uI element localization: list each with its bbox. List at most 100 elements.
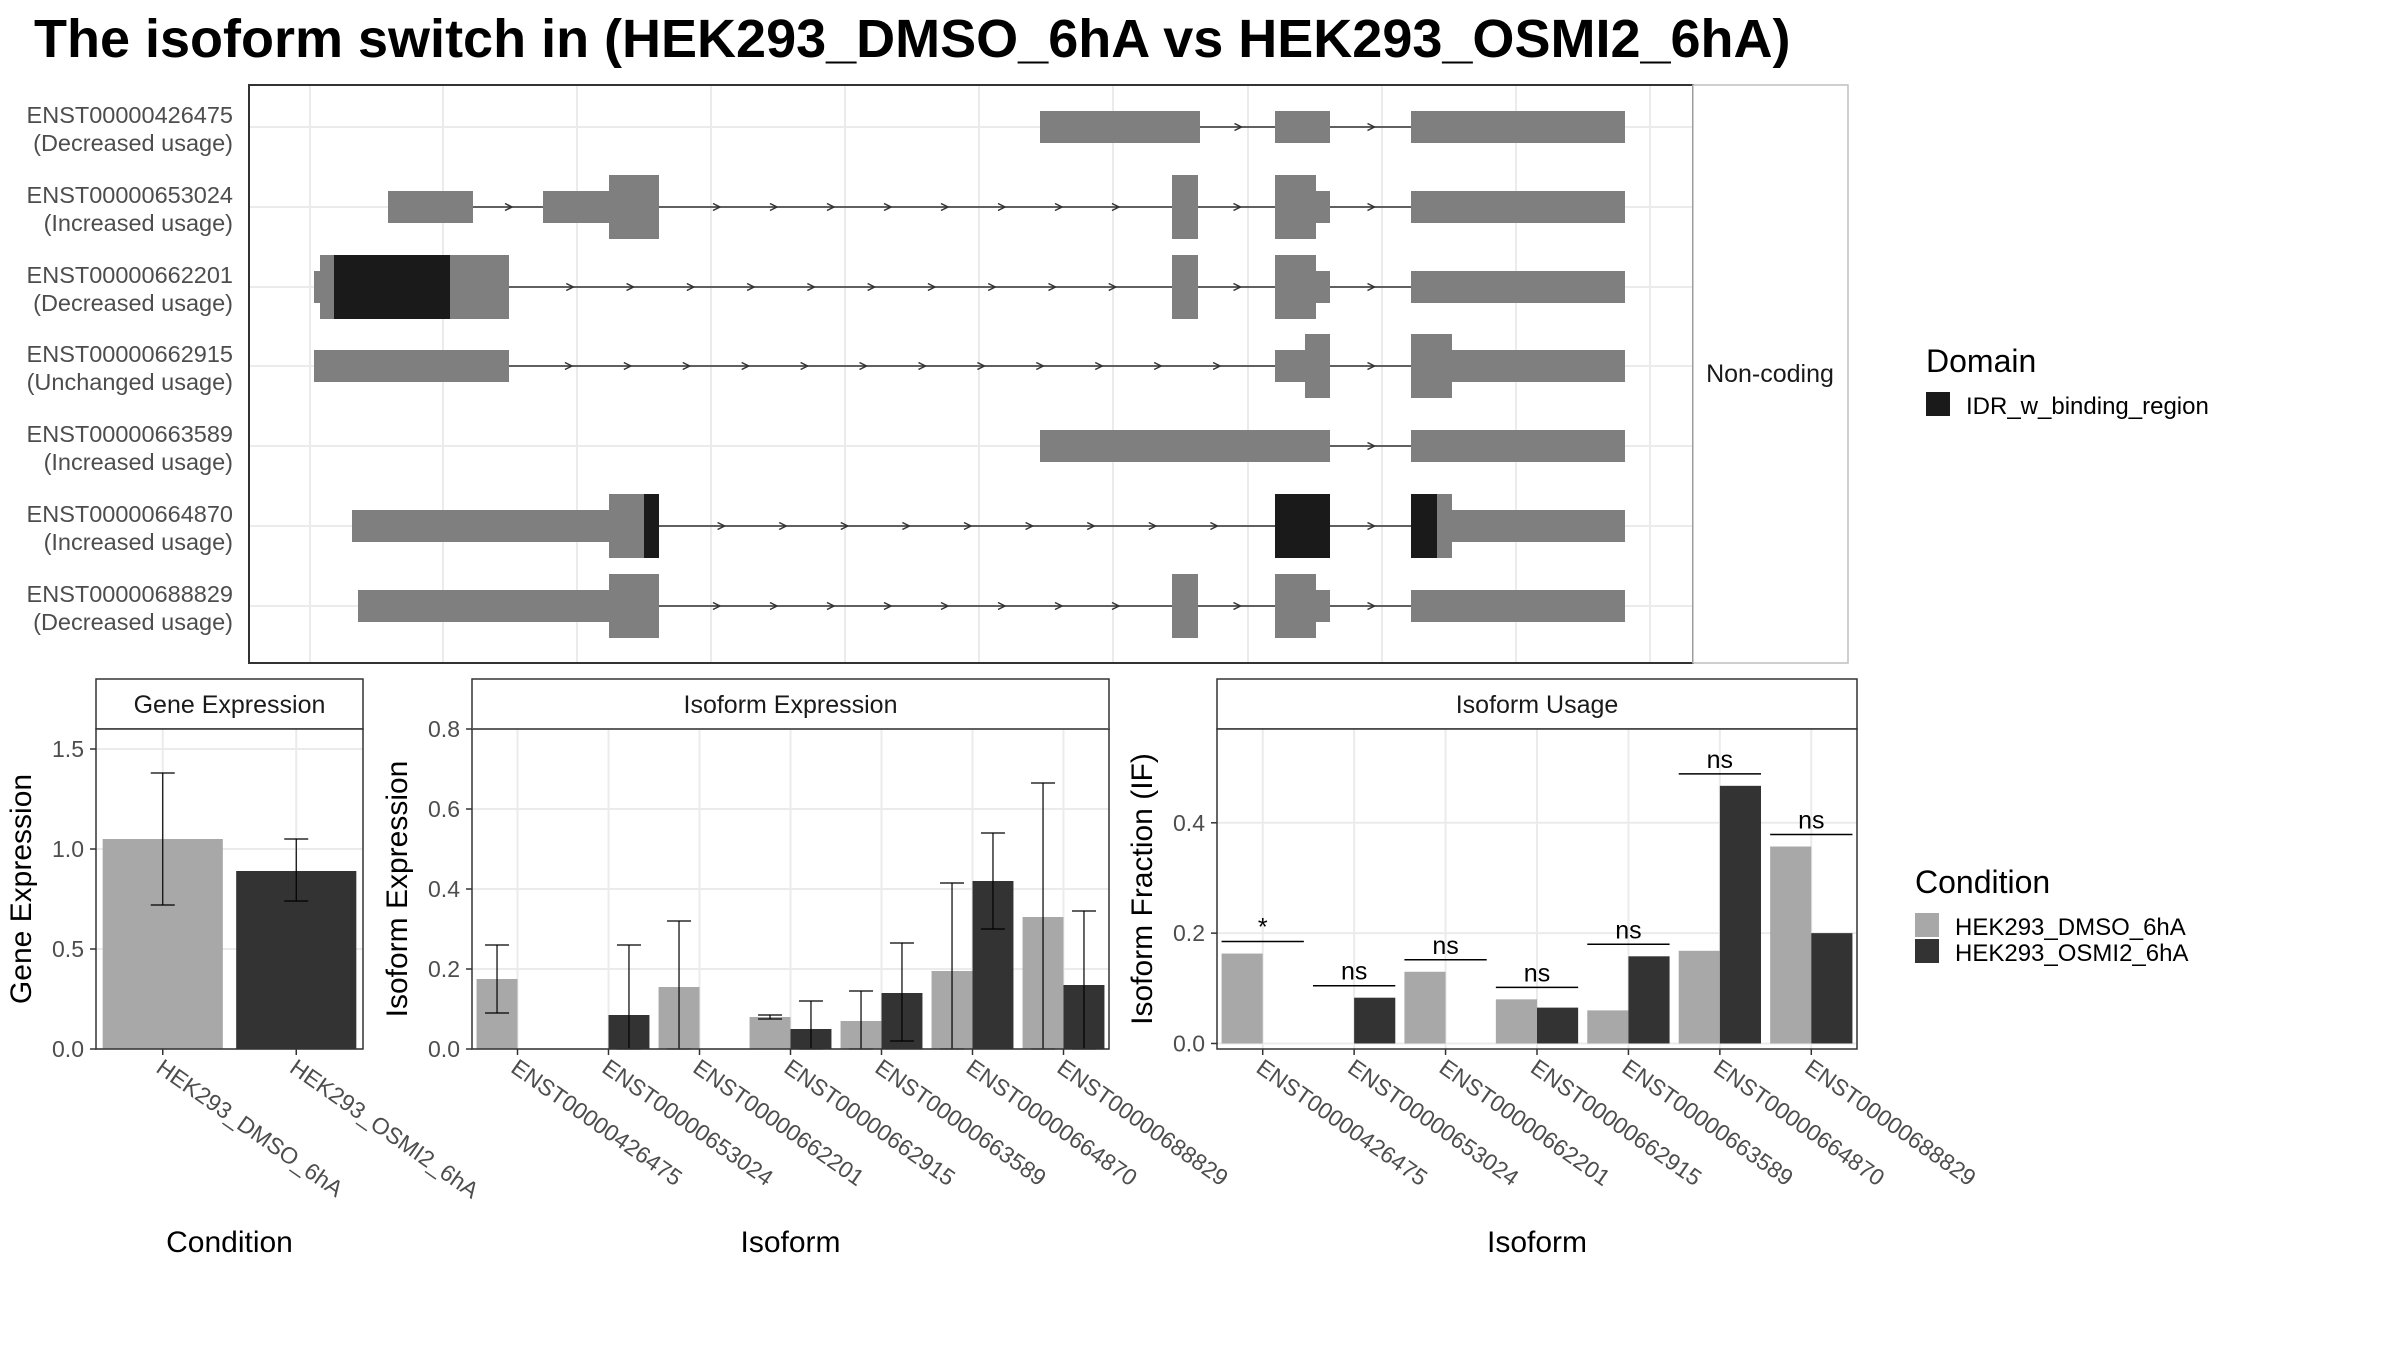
condition-legend-title: Condition — [1915, 864, 2050, 900]
bar — [1221, 953, 1263, 1044]
panel-strip-title: Isoform Usage — [1456, 691, 1619, 719]
transcript-structure-panel: Non-coding ENST00000426475(Decreased usa… — [27, 84, 1849, 664]
significance-label: ns — [1432, 932, 1458, 960]
exon-block — [314, 271, 320, 303]
bar — [1404, 971, 1446, 1044]
intron-arrow — [977, 361, 987, 371]
x-tick-label: ENST00000664870 — [1709, 1054, 1889, 1191]
y-tick-label: 0.4 — [1173, 810, 1205, 836]
isoform-expression-panel: Isoform Expression 0.0 0.2 0.4 0.6 0.8 ENST000… — [381, 678, 1233, 1259]
intron-arrow — [1111, 601, 1121, 611]
intron-arrow — [769, 202, 779, 212]
intron-arrow — [1367, 441, 1377, 451]
intron-arrow — [626, 282, 636, 292]
condition-legend-label-dmso: HEK293_DMSO_6hA — [1955, 914, 2186, 941]
intron-arrow — [1367, 122, 1377, 132]
domain-idr-block — [334, 255, 450, 319]
intron-arrow — [940, 601, 950, 611]
exon-block — [1275, 255, 1316, 319]
exon-block — [450, 255, 509, 319]
intron-arrow — [1234, 122, 1244, 132]
intron-arrow — [987, 282, 997, 292]
transcript-usage-label: (Unchanged usage) — [27, 369, 233, 395]
x-tick-label: ENST00000663589 — [1618, 1054, 1798, 1191]
intron-arrow — [623, 361, 633, 371]
panel-strip-title: Gene Expression — [134, 691, 326, 719]
intron-arrow — [1233, 202, 1243, 212]
transcript-row — [1040, 111, 1625, 143]
exon-block — [358, 590, 609, 622]
exon-block — [543, 191, 609, 223]
intron-arrow — [1367, 601, 1377, 611]
transcript-row — [314, 334, 1625, 398]
significance-label: ns — [1524, 959, 1550, 987]
x-tick-label: ENST00000426475 — [507, 1054, 687, 1191]
intron-arrow — [1086, 521, 1096, 531]
panel-strip-title: Isoform Expression — [684, 691, 898, 719]
y-axis-title: Isoform Fraction (IF) — [1126, 753, 1159, 1025]
domain-legend: Domain IDR_w_binding_region — [1926, 343, 2209, 420]
intron-arrow — [883, 202, 893, 212]
exon-block — [609, 494, 644, 558]
x-tick-label: ENST00000688829 — [1053, 1054, 1233, 1191]
intron-arrow — [686, 282, 696, 292]
exon-block — [1275, 574, 1316, 638]
bar — [749, 1017, 791, 1049]
transcript-usage-label: (Increased usage) — [44, 210, 233, 236]
significance-label: ns — [1615, 916, 1641, 944]
exon-block — [314, 350, 509, 382]
intron-arrow — [1094, 361, 1104, 371]
intron-arrow — [840, 521, 850, 531]
bar — [1587, 1010, 1629, 1044]
exon-block — [1411, 111, 1625, 143]
significance-label: ns — [1341, 958, 1367, 986]
y-tick-label: 0.2 — [1173, 920, 1205, 946]
intron-arrow — [717, 521, 727, 531]
intron-arrow — [800, 361, 810, 371]
facet-label-non-coding: Non-coding — [1706, 360, 1834, 388]
intron-arrow — [826, 202, 836, 212]
transcript-row — [358, 574, 1625, 638]
bar — [1628, 956, 1670, 1044]
intron-arrow — [1054, 202, 1064, 212]
intron-arrow — [963, 521, 973, 531]
exon-block — [1452, 350, 1625, 382]
y-axis-title: Isoform Expression — [381, 761, 414, 1018]
y-tick-label: 0.5 — [52, 936, 84, 962]
exon-block — [1411, 590, 1625, 622]
exon-block — [320, 255, 334, 319]
exon-block — [609, 175, 659, 239]
intron-arrow — [1035, 361, 1045, 371]
x-axis-title: Isoform — [740, 1226, 840, 1259]
transcript-id-label: ENST00000664870 — [27, 501, 233, 527]
intron-arrow — [1367, 282, 1377, 292]
y-tick-label: 1.0 — [52, 836, 84, 862]
significance-label: ns — [1798, 807, 1824, 835]
transcript-row — [352, 494, 1625, 558]
exon-block — [1452, 510, 1625, 542]
significance-label: * — [1258, 914, 1268, 942]
intron-arrow — [859, 361, 869, 371]
intron-arrow — [867, 282, 877, 292]
intron-arrow — [1367, 202, 1377, 212]
exon-block — [1316, 590, 1330, 622]
y-tick-label: 0.4 — [428, 876, 460, 902]
x-tick-label: ENST00000662915 — [1526, 1054, 1706, 1191]
transcript-usage-label: (Decreased usage) — [33, 609, 233, 635]
condition-legend: Condition HEK293_DMSO_6hA HEK293_OSMI2_6… — [1915, 864, 2188, 967]
intron-arrow — [927, 282, 937, 292]
bar — [1719, 785, 1761, 1044]
y-tick-label: 0.6 — [428, 796, 460, 822]
y-tick-label: 0.0 — [1173, 1030, 1205, 1056]
x-tick-label: ENST00000663589 — [871, 1054, 1051, 1191]
intron-arrow — [940, 202, 950, 212]
intron-arrow — [997, 601, 1007, 611]
y-axis-title: Gene Expression — [5, 774, 38, 1004]
transcript-usage-label: (Decreased usage) — [33, 130, 233, 156]
intron-arrow — [1153, 361, 1163, 371]
y-tick-label: 1.5 — [52, 736, 84, 762]
domain-idr-block — [644, 494, 659, 558]
exon-block — [1305, 334, 1330, 398]
y-tick-label: 0.8 — [428, 716, 460, 742]
